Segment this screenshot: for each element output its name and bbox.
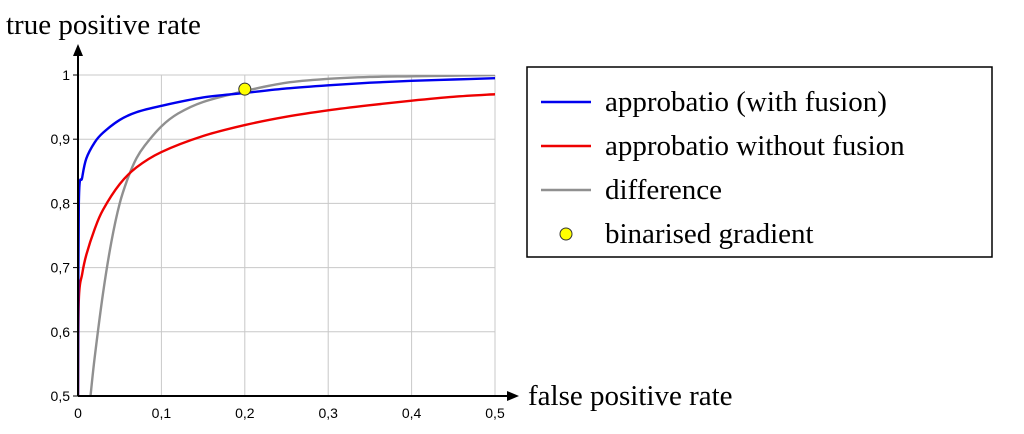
y-tick-label: 0,6 xyxy=(51,324,71,340)
series-line-0 xyxy=(78,77,495,396)
y-tick-label: 0,9 xyxy=(51,131,71,147)
x-tick-label: 0,4 xyxy=(402,405,422,421)
x-axis-arrow xyxy=(507,391,519,401)
x-tick-label: 0,2 xyxy=(235,405,255,421)
y-axis-label: true positive rate xyxy=(6,9,201,41)
x-tick-label: 0,3 xyxy=(318,405,338,421)
x-tick-label: 0,1 xyxy=(152,405,172,421)
series-line-1 xyxy=(78,93,495,396)
legend-label: difference xyxy=(605,174,722,206)
series-line-2 xyxy=(89,75,495,396)
legend-label: binarised gradient xyxy=(605,218,814,250)
legend-box xyxy=(526,66,993,258)
legend-swatch xyxy=(559,227,573,241)
axes xyxy=(73,44,519,401)
legend: approbatio (with fusion) approbatio witho… xyxy=(526,66,993,258)
tick-labels: 0 0,1 0,2 0,3 0,4 0,5 0,5 0,6 0,7 0,8 0,9 1 xyxy=(51,67,505,421)
y-tick-label: 0,8 xyxy=(51,195,71,211)
y-axis-arrow xyxy=(73,44,83,56)
marker-group xyxy=(238,82,252,96)
y-tick-label: 0,5 xyxy=(51,388,71,404)
x-tick-label: 0,5 xyxy=(485,405,505,421)
x-tick-label: 0 xyxy=(74,405,82,421)
grid-lines xyxy=(73,74,496,397)
legend-label: approbatio (with fusion) xyxy=(605,86,887,118)
series-group xyxy=(78,75,495,396)
y-tick-label: 0,7 xyxy=(51,260,71,276)
data-point xyxy=(238,82,252,96)
legend-label: approbatio without fusion xyxy=(605,130,905,162)
x-axis-label: false positive rate xyxy=(528,380,733,412)
y-tick-label: 1 xyxy=(62,67,70,83)
